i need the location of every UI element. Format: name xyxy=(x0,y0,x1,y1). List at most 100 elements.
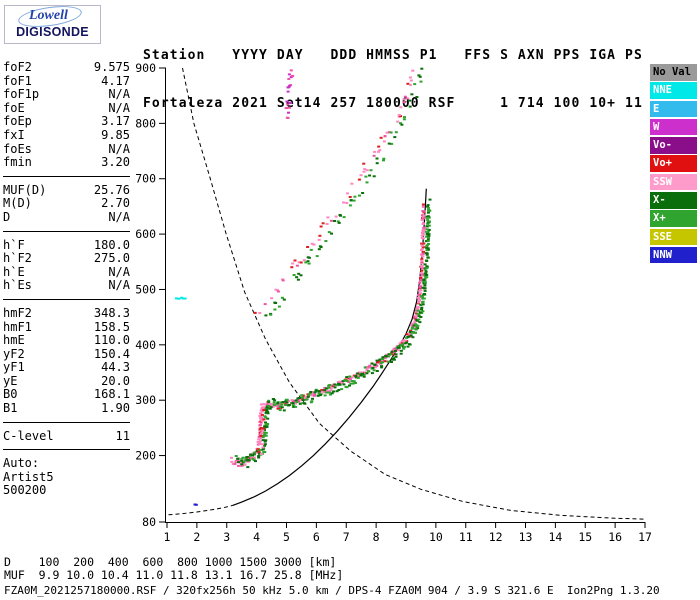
param-muf-d: MUF(D) 25.76 xyxy=(3,182,130,198)
param-c-level: C-level 11 xyxy=(3,428,130,444)
param-label: foF2 xyxy=(3,60,32,74)
param-value: N/A xyxy=(108,278,130,293)
y-tick-label: 500 xyxy=(135,282,156,296)
param-label: h`F2 xyxy=(3,251,32,266)
param-label: foE xyxy=(3,100,25,115)
param-value: 275.0 xyxy=(93,251,130,266)
param-value: 11 xyxy=(115,428,130,443)
param-value: 110.0 xyxy=(93,333,130,348)
param-label: hmF2 xyxy=(3,305,32,320)
param-label: yF2 xyxy=(3,346,25,361)
param-value: 2.70 xyxy=(101,196,130,211)
legend-nnw: NNW xyxy=(650,246,697,264)
param-value: N/A xyxy=(108,100,130,115)
x-tick-label: 10 xyxy=(429,530,443,544)
x-tick-label: 14 xyxy=(548,530,562,544)
param-h-e: h`E N/A xyxy=(3,264,130,280)
x-tick-label: 3 xyxy=(223,530,230,544)
param-h-es: h`Es N/A xyxy=(3,279,130,293)
param-foep: foEp 3.17 xyxy=(3,115,130,129)
param-value: N/A xyxy=(108,141,130,156)
param-value: 180.0 xyxy=(93,237,130,252)
param-label: foF1p xyxy=(3,87,40,102)
param-footer-500200: 500200 xyxy=(3,483,47,498)
y-tick-label: 800 xyxy=(135,116,156,130)
param-label: yE xyxy=(3,373,18,388)
param-value: 3.17 xyxy=(101,114,130,129)
param-foes: foEs N/A xyxy=(3,141,130,157)
param-yf1: yF1 44.3 xyxy=(3,361,130,375)
param-footer-auto: Auto: xyxy=(3,456,40,471)
trace-spread-cluster xyxy=(284,69,295,119)
param-label: h`Es xyxy=(3,278,32,293)
header-line-1: Station YYYY DAY DDD HMMSS P1 FFS S AXN … xyxy=(143,48,643,63)
param-label: foF1 xyxy=(3,73,32,88)
param-h-f: h`F 180.0 xyxy=(3,237,130,253)
param-b0: B0 168.1 xyxy=(3,388,130,402)
param-value: 168.1 xyxy=(93,387,130,402)
param-group-rule xyxy=(3,449,130,451)
x-tick-label: 11 xyxy=(459,530,473,544)
param-footer-artist5: Artist5 xyxy=(3,469,54,484)
param-label: foEs xyxy=(3,141,32,156)
x-tick-label: 17 xyxy=(638,530,652,544)
param-label: B1 xyxy=(3,401,18,416)
param-ye: yE 20.0 xyxy=(3,373,130,389)
param-b1: B1 1.90 xyxy=(3,401,130,416)
legend-vo: Vo- xyxy=(650,137,697,154)
x-tick-label: 16 xyxy=(608,530,622,544)
trace-f-step-spread xyxy=(257,406,266,455)
legend-ssw: SSW xyxy=(650,173,697,191)
header-line-2: Fortaleza 2021 Set14 257 180000 RSF 1 71… xyxy=(143,96,643,111)
param-label: foEp xyxy=(3,114,32,129)
x-tick-label: 4 xyxy=(253,530,260,544)
param-value: N/A xyxy=(108,209,130,224)
file-status-line: FZA0M_2021257180000.RSF / 320fx256h 50 k… xyxy=(4,584,660,597)
param-label: D xyxy=(3,209,11,224)
param-label: M(D) xyxy=(3,196,32,211)
param-m-d: M(D) 2.70 xyxy=(3,197,130,211)
trace-second-hop-o xyxy=(253,69,415,314)
param-group-rule xyxy=(3,421,130,423)
y-tick-label: 900 xyxy=(135,61,156,75)
distance-row: D 100 200 400 600 800 1000 1500 3000 [km… xyxy=(4,555,337,569)
param-fof1p: foF1p N/A xyxy=(3,88,130,102)
param-value: 3.20 xyxy=(101,155,130,170)
param-yf2: yF2 150.4 xyxy=(3,346,130,362)
param-value: 25.76 xyxy=(93,182,130,197)
param-label: fmin xyxy=(3,155,32,170)
param-group-rule xyxy=(3,230,130,232)
y-tick-label: 600 xyxy=(135,227,156,241)
param-d: D N/A xyxy=(3,209,130,225)
lowell-digisonde-logo: Lowell DIGISONDE xyxy=(4,2,101,44)
param-label: h`E xyxy=(3,264,25,279)
legend-e: E xyxy=(650,100,697,118)
x-tick-label: 8 xyxy=(373,530,380,544)
trace-x-mode-trace xyxy=(234,198,432,469)
legend-vo: Vo+ xyxy=(650,155,697,172)
logo-digisonde-text: DIGISONDE xyxy=(16,25,89,39)
param-group-rule xyxy=(3,175,130,177)
param-value: 44.3 xyxy=(101,360,130,375)
param-value: 20.0 xyxy=(101,373,130,388)
x-tick-label: 7 xyxy=(343,530,350,544)
param-hmf1: hmF1 158.5 xyxy=(3,319,130,335)
legend-x: X+ xyxy=(650,210,697,227)
param-value: N/A xyxy=(108,264,130,279)
param-value: 150.4 xyxy=(93,346,130,361)
x-tick-label: 13 xyxy=(519,530,533,544)
param-value: 4.17 xyxy=(101,73,130,88)
y-tick-label: 300 xyxy=(135,393,156,407)
param-value: 158.5 xyxy=(93,319,130,334)
y-tick-label: 700 xyxy=(135,172,156,186)
param-label: hmE xyxy=(3,333,25,348)
legend: No Val NNE E W Vo- Vo+ SSW X- X+ SSE NNW xyxy=(650,64,697,265)
param-label: fxI xyxy=(3,127,25,142)
legend-nne: NNE xyxy=(650,82,697,99)
x-tick-label: 2 xyxy=(193,530,200,544)
param-label: B0 xyxy=(3,387,18,402)
muf-row: MUF 9.9 10.0 10.4 11.0 11.8 13.1 16.7 25… xyxy=(4,568,344,582)
param-fxi: fxI 9.85 xyxy=(3,127,130,143)
